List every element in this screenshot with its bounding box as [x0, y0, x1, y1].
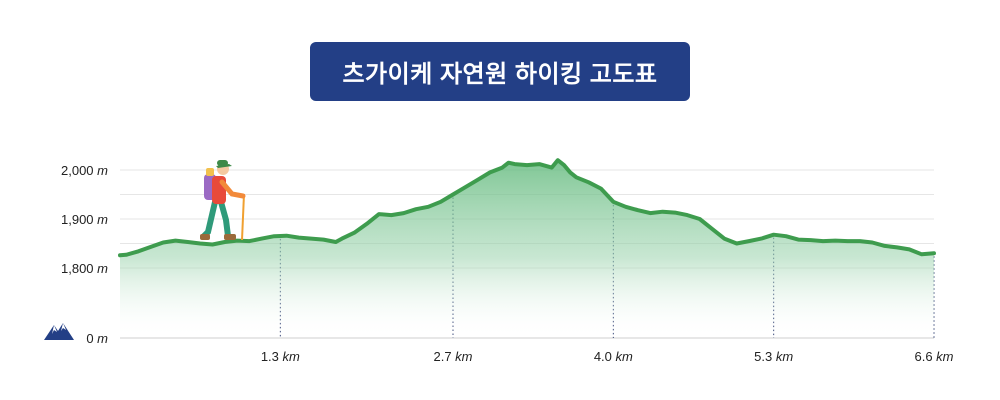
chart-title: 츠가이케 자연원 하이킹 고도표 — [310, 42, 690, 101]
x-tick-label: 1.3 km — [261, 349, 300, 364]
x-tick-label: 2.7 km — [433, 349, 472, 364]
y-tick-label: 2,000 m — [61, 163, 108, 178]
y-tick-label: 0 m — [86, 331, 108, 346]
y-tick-label: 1,900 m — [61, 212, 108, 227]
elevation-line — [118, 158, 936, 258]
mountain-icon — [44, 323, 74, 340]
y-tick-labels: 0 m 1,800 m 1,900 m 2,000 m — [61, 163, 108, 346]
x-tick-label: 6.6 km — [914, 349, 953, 364]
y-tick-label: 1,800 m — [61, 261, 108, 276]
x-tick-labels: 1.3 km 2.7 km 4.0 km 5.3 km 6.6 km — [261, 349, 954, 364]
x-tick-label: 5.3 km — [754, 349, 793, 364]
elevation-area — [120, 160, 934, 338]
hiker-icon — [200, 160, 246, 241]
x-tick-label: 4.0 km — [594, 349, 633, 364]
